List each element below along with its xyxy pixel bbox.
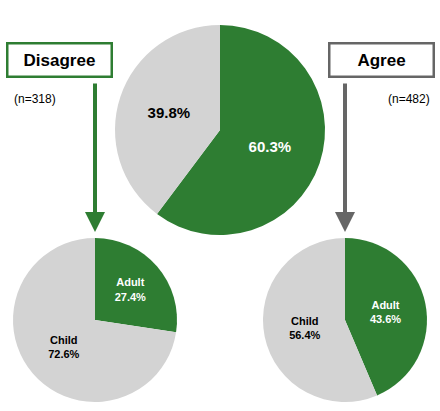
svg-text:Agree: Agree (357, 51, 405, 70)
svg-text:Adult43.6%: Adult43.6% (370, 299, 401, 325)
svg-text:39.8%: 39.8% (148, 104, 191, 121)
svg-text:Disagree: Disagree (24, 51, 96, 70)
svg-text:60.3%: 60.3% (249, 138, 292, 155)
svg-text:Adult27.4%: Adult27.4% (115, 276, 146, 302)
svg-text:Child72.6%: Child72.6% (48, 334, 79, 360)
svg-text:(n=482): (n=482) (388, 92, 430, 106)
svg-text:(n=318): (n=318) (14, 92, 56, 106)
svg-text:Child56.4%: Child56.4% (289, 315, 320, 341)
